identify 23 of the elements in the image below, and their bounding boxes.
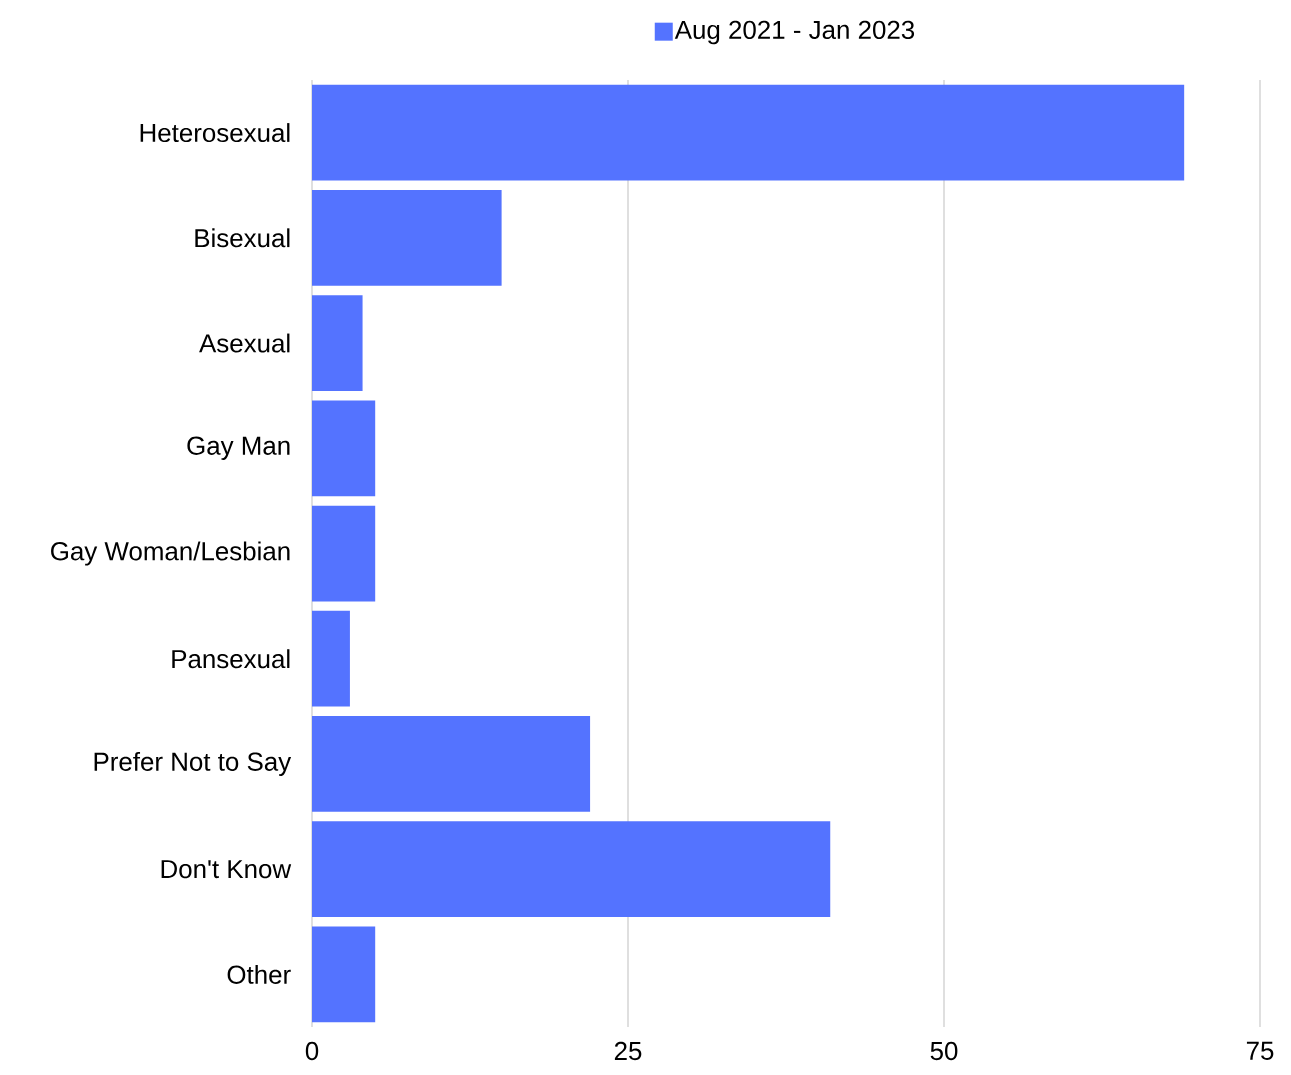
x-tick-label: 50 — [930, 1041, 958, 1061]
bar — [312, 84, 1185, 181]
bar — [312, 716, 591, 812]
y-tick-label: Pansexual — [172, 649, 290, 669]
y-tick-label: Bisexual — [195, 228, 290, 248]
bar — [312, 821, 831, 918]
y-tick-label: Other — [227, 964, 291, 984]
y-tick-label: Don't Know — [161, 860, 292, 879]
x-tick-label: 0 — [305, 1041, 319, 1061]
bar — [312, 926, 376, 1023]
y-tick-label: Heterosexual — [140, 123, 290, 143]
bar — [312, 189, 502, 286]
bar — [312, 610, 350, 707]
y-tick-label: Gay Woman/Lesbian — [51, 541, 290, 566]
x-tick-label: 75 — [1246, 1041, 1274, 1060]
x-tick-label: 25 — [614, 1041, 642, 1061]
legend-label: Aug 2021 - Jan 2023 — [674, 20, 915, 45]
bar — [312, 505, 376, 602]
y-tick-label: Prefer Not to Say — [94, 751, 292, 777]
y-tick-label: Asexual — [199, 333, 290, 353]
y-tick-label: Gay Man — [187, 436, 290, 461]
bar — [312, 400, 376, 497]
bar — [312, 295, 363, 391]
